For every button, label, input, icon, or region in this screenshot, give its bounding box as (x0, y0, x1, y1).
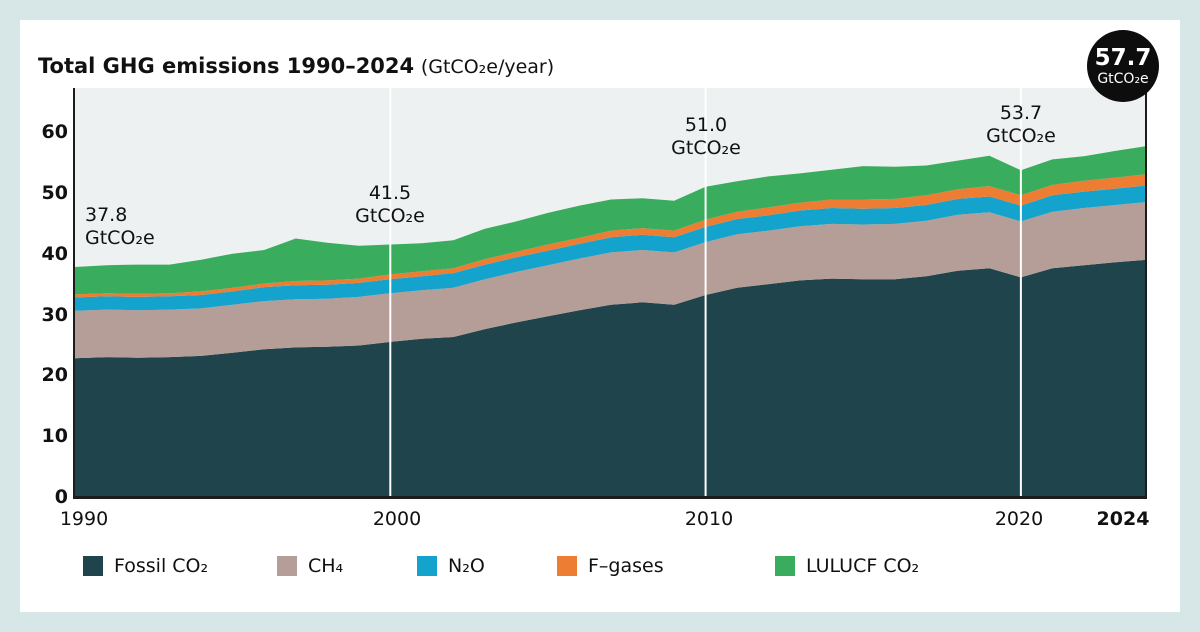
lulucf-co2-swatch-icon (775, 556, 795, 576)
x-tick-2010: 2010 (684, 508, 734, 530)
x-tick-2020: 2020 (994, 508, 1044, 530)
y-tick-60: 60 (41, 121, 68, 143)
annotation-2010: 51.0 GtCO₂e (671, 114, 741, 160)
annotation-2010-value: 51.0 (684, 114, 728, 136)
chart-card: Total GHG emissions 1990–2024 (GtCO₂e/ye… (20, 20, 1180, 612)
y-axis-line (73, 88, 75, 497)
annotation-1990-unit: GtCO₂e (85, 227, 155, 249)
fossil-co2-swatch-icon (83, 556, 103, 576)
annotation-1990-value: 37.8 (85, 204, 128, 226)
annotation-2020-unit: GtCO₂e (986, 125, 1056, 147)
legend-item-lulucf-co2: LULUCF CO₂ (775, 555, 919, 577)
annotation-2020: 53.7 GtCO₂e (986, 102, 1056, 148)
chart-title-main: Total GHG emissions 1990–2024 (38, 54, 415, 78)
y-tick-30: 30 (41, 304, 68, 326)
x-tick-2024: 2024 (1096, 508, 1150, 530)
legend-item-fossil-co2: Fossil CO₂ (83, 555, 208, 577)
legend-label-ch4: CH₄ (308, 555, 344, 577)
right-border-leader-line (1145, 90, 1147, 497)
ch4-swatch-icon (277, 556, 297, 576)
annotation-2010-unit: GtCO₂e (671, 137, 741, 159)
area-f-gases (75, 174, 1147, 298)
x-tick-2000: 2000 (372, 508, 422, 530)
area-fossil-co- (75, 259, 1147, 497)
legend-item-n2o: N₂O (417, 555, 485, 577)
stacked-area-svg (75, 88, 1147, 497)
y-tick-40: 40 (41, 243, 68, 265)
legend-label-fossil-co2: Fossil CO₂ (114, 555, 209, 577)
annotation-2000-value: 41.5 (368, 182, 412, 204)
n2o-swatch-icon (417, 556, 437, 576)
total-2024-badge: 57.7 GtCO₂e (1087, 30, 1159, 102)
legend-item-f-gases: F–gases (557, 555, 664, 577)
x-tick-1990: 1990 (59, 508, 109, 530)
y-tick-10: 10 (41, 425, 68, 447)
annotation-2000: 41.5 GtCO₂e (355, 182, 425, 228)
annotation-2000-unit: GtCO₂e (355, 205, 425, 227)
annotation-2020-value: 53.7 (999, 102, 1043, 124)
annotation-1990: 37.8 GtCO₂e (85, 204, 155, 250)
badge-unit: GtCO₂e (1097, 70, 1149, 87)
chart-title: Total GHG emissions 1990–2024 (GtCO₂e/ye… (38, 54, 554, 78)
area-n-o (75, 185, 1147, 311)
legend-label-n2o: N₂O (448, 555, 485, 577)
badge-value: 57.7 (1094, 44, 1152, 71)
plot-area: 37.8 GtCO₂e 41.5 GtCO₂e 51.0 GtCO₂e 53.7… (75, 88, 1147, 497)
area-lulucf-co- (75, 146, 1147, 295)
chart-title-unit: (GtCO₂e/year) (420, 56, 555, 78)
legend-label-lulucf-co2: LULUCF CO₂ (806, 555, 920, 577)
y-tick-0: 0 (54, 486, 68, 508)
y-tick-50: 50 (41, 182, 68, 204)
x-axis-line (73, 496, 1147, 499)
legend-label-f-gases: F–gases (588, 555, 664, 577)
f-gases-swatch-icon (557, 556, 577, 576)
area-ch- (75, 202, 1147, 359)
y-tick-20: 20 (41, 364, 68, 386)
legend-item-ch4: CH₄ (277, 555, 343, 577)
